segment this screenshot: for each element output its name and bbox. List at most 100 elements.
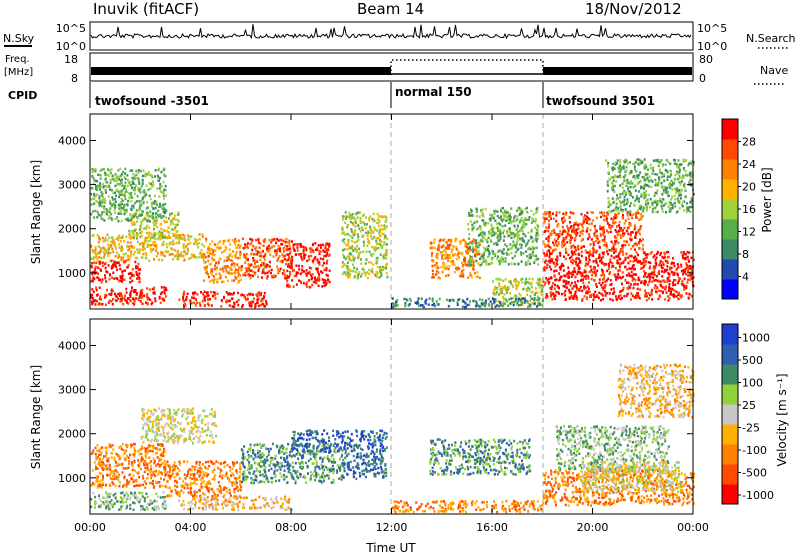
- range-cell: [499, 232, 502, 236]
- range-cell: [117, 256, 120, 259]
- range-cell: [537, 257, 540, 261]
- range-cell: [627, 261, 630, 265]
- range-cell: [376, 265, 379, 269]
- range-cell: [233, 254, 236, 257]
- range-cell: [528, 287, 531, 291]
- range-cell: [120, 297, 122, 301]
- range-cell: [548, 265, 551, 268]
- range-cell: [361, 228, 364, 232]
- range-cell: [590, 211, 593, 214]
- range-cell: [635, 273, 637, 276]
- range-cell: [653, 194, 656, 197]
- range-cell: [475, 214, 478, 218]
- range-cell: [496, 304, 499, 307]
- range-cell: [258, 292, 261, 295]
- range-cell: [634, 184, 637, 187]
- range-cell: [225, 259, 228, 262]
- range-cell: [128, 192, 131, 195]
- range-cell: [250, 241, 253, 244]
- range-cell: [619, 176, 622, 179]
- range-cell: [635, 174, 638, 178]
- range-cell: [451, 263, 454, 266]
- range-cell: [137, 178, 140, 181]
- range-cell: [119, 275, 122, 278]
- scatter-patch: [90, 286, 168, 306]
- range-cell: [464, 242, 467, 245]
- range-cell: [211, 252, 214, 256]
- range-cell: [144, 226, 147, 230]
- range-cell: [121, 192, 124, 196]
- range-cell: [92, 210, 95, 213]
- range-cell: [666, 280, 669, 283]
- range-cell: [646, 172, 649, 176]
- range-cell: [122, 256, 125, 259]
- range-cell: [252, 244, 255, 248]
- range-cell: [563, 285, 566, 288]
- range-cell: [471, 227, 474, 230]
- range-cell: [220, 299, 223, 302]
- range-cell: [289, 273, 292, 276]
- range-cell: [129, 281, 132, 284]
- range-cell: [270, 268, 273, 272]
- range-cell: [137, 251, 140, 254]
- range-cell: [680, 203, 683, 206]
- range-cell: [475, 239, 478, 242]
- range-cell: [135, 273, 138, 276]
- range-cell: [162, 206, 165, 210]
- range-cell: [249, 274, 252, 277]
- range-cell: [622, 175, 625, 179]
- range-cell: [145, 213, 148, 217]
- range-cell: [207, 294, 210, 297]
- range-cell: [623, 226, 626, 230]
- range-cell: [497, 229, 499, 232]
- range-cell: [102, 167, 105, 171]
- range-cell: [215, 261, 217, 265]
- range-cell: [505, 245, 508, 248]
- range-cell: [651, 210, 654, 213]
- range-cell: [271, 275, 273, 278]
- range-cell: [545, 266, 548, 269]
- range-cell: [291, 255, 294, 259]
- range-cell: [553, 270, 556, 273]
- range-cell: [123, 297, 126, 300]
- range-cell: [196, 293, 199, 296]
- range-cell: [605, 214, 608, 218]
- range-cell: [154, 206, 157, 210]
- range-cell: [499, 230, 502, 233]
- range-cell: [105, 251, 108, 255]
- range-cell: [671, 195, 674, 199]
- range-cell: [364, 271, 367, 275]
- range-cell: [160, 170, 163, 174]
- range-cell: [251, 248, 254, 252]
- range-cell: [456, 301, 459, 304]
- range-cell: [156, 252, 159, 255]
- range-cell: [664, 186, 667, 189]
- range-cell: [199, 251, 202, 254]
- range-cell: [488, 263, 490, 266]
- range-cell: [306, 259, 309, 263]
- range-cell: [644, 200, 647, 203]
- range-cell: [464, 261, 467, 264]
- range-cell: [604, 291, 607, 294]
- range-cell: [644, 196, 647, 199]
- range-cell: [649, 293, 651, 297]
- range-cell: [516, 226, 519, 230]
- range-cell: [630, 267, 632, 270]
- range-cell: [468, 258, 471, 261]
- range-cell: [490, 223, 493, 227]
- range-cell: [644, 280, 647, 284]
- range-cell: [561, 243, 564, 246]
- range-cell: [598, 255, 601, 258]
- range-cell: [550, 293, 553, 297]
- range-cell: [592, 219, 595, 222]
- range-cell: [156, 213, 159, 217]
- range-cell: [466, 303, 469, 307]
- range-cell: [662, 263, 665, 266]
- range-cell: [262, 303, 265, 306]
- range-cell: [657, 202, 660, 205]
- range-cell: [366, 244, 369, 247]
- range-cell: [96, 193, 99, 196]
- range-cell: [526, 255, 529, 258]
- range-cell: [116, 177, 119, 181]
- range-cell: [249, 269, 252, 272]
